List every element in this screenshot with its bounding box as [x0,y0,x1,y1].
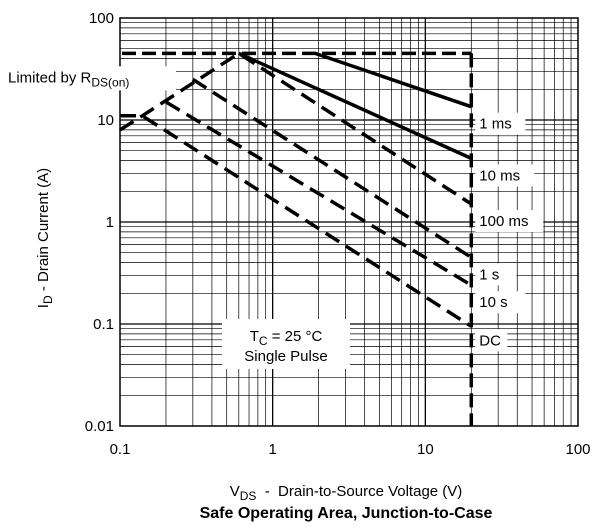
case-temp-value: = 25 °C [268,328,323,345]
series-label-background [475,210,544,233]
y-tick-label: 1 [106,214,114,231]
rds-limit-label-subscript: DS(on) [91,75,129,89]
y-axis-subscript: D [41,295,55,304]
case-temp-symbol: T [250,328,259,345]
plot-frame [119,17,579,427]
x-tick-label: 10 [417,441,434,458]
series-line-1-s [191,77,473,259]
x-tick-labels: 0.1 1 10 100 [110,441,591,458]
case-temp-subscript: C [259,334,268,348]
y-axis-symbol: I [35,304,52,308]
series-label-1-s: 1 s [479,266,499,283]
y-axis-description: - Drain Current (A) [35,168,52,296]
y-tick-labels: 0.01 0.1 1 10 100 [85,10,114,435]
rds-limit: Limited by RDS(on) [6,51,472,91]
series-line-1-ms [314,51,472,109]
x-axis-description: - Drain-to-Source Voltage (V) [256,483,462,500]
series-label-background [475,164,535,187]
series-labels: 1 ms 10 ms 100 ms 1 s 10 s DC [475,112,544,352]
series-label-dc: DC [479,332,501,349]
x-tick-label: 0.1 [110,441,131,458]
y-tick-label: 0.01 [85,418,114,435]
series-layer [119,51,473,328]
y-tick-label: 10 [97,112,114,129]
series-label-background [475,291,526,314]
x-tick-label: 100 [565,441,590,458]
test-conditions-line1: TC = 25 °C [250,328,323,348]
y-tick-label: 0.1 [93,316,114,333]
series-label-10-ms: 10 ms [479,167,520,184]
rds-limit-label: Limited by RDS(on) [8,69,129,89]
series-label-100-ms: 100 ms [479,213,528,230]
x-axis-title: VDS - Drain-to-Source Voltage (V) [230,483,463,503]
x-axis-symbol: V [230,483,240,500]
y-tick-label: 100 [89,10,114,27]
x-axis-subscript: DS [240,489,257,503]
x-tick-label: 1 [268,441,276,458]
series-line-dc [120,114,473,328]
test-conditions-line2: Single Pulse [244,348,327,365]
series-line-10-ms [238,51,473,160]
series-label-10-s: 10 s [479,294,507,311]
chart-title: Safe Operating Area, Junction-to-Case [200,505,493,522]
test-conditions-background [222,319,350,369]
series-label-background [475,112,526,135]
series-label-1-ms: 1 ms [479,116,512,133]
series-label-background [475,263,517,286]
test-conditions: TC = 25 °C Single Pulse [222,319,350,369]
y-axis-title: ID - Drain Current (A) [35,168,55,308]
series-line-100-ms [119,51,473,206]
rds-limit-label-background [6,66,176,91]
series-label-background [475,329,508,352]
rds-limit-label-main: Limited by R [8,69,92,86]
series-line-10-s [165,100,473,287]
